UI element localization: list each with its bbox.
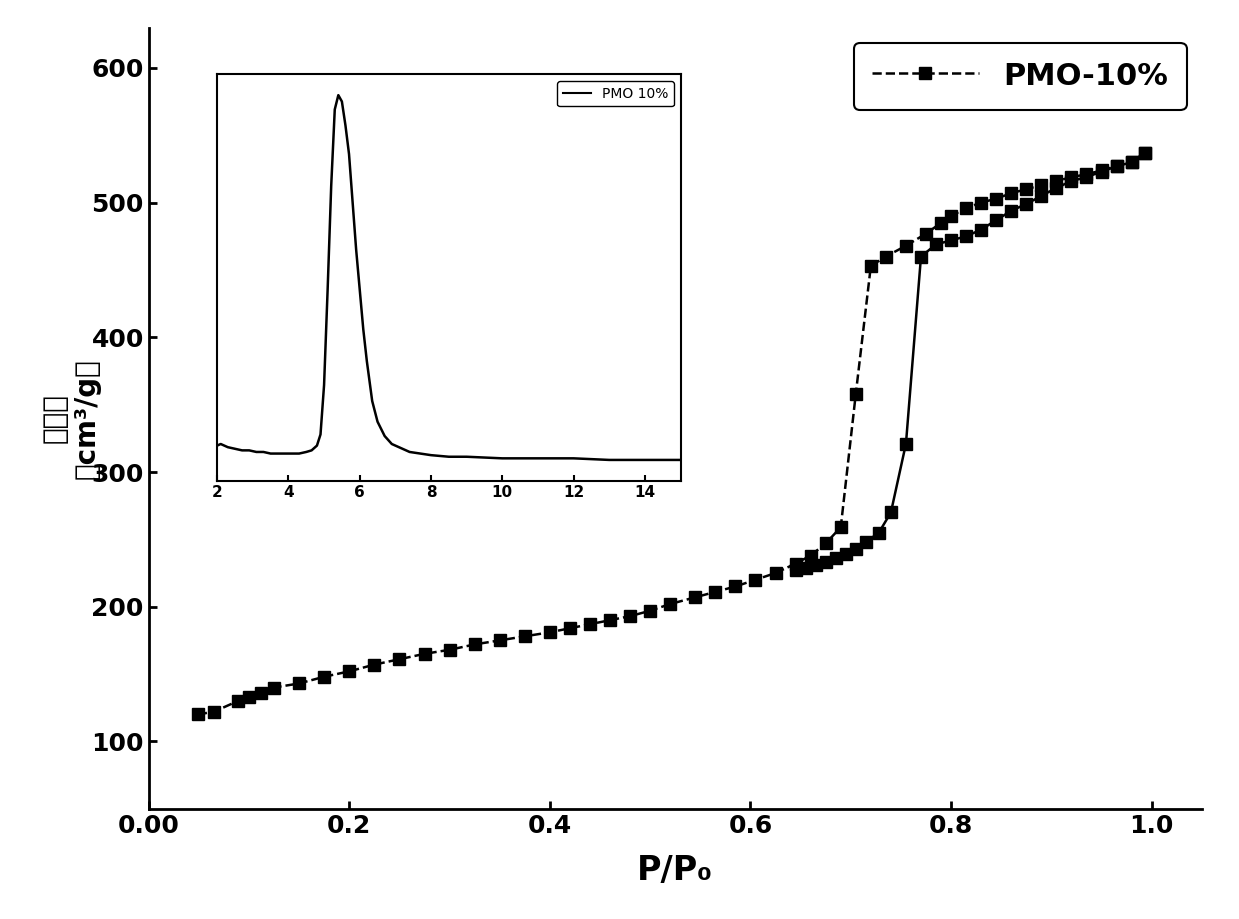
PMO-10% xyxy=(707,586,722,597)
PMO-10% xyxy=(582,618,597,630)
Y-axis label: 吸附量
（cm³/g）: 吸附量 （cm³/g） xyxy=(41,357,100,479)
PMO-10% xyxy=(864,260,878,271)
PMO-10% xyxy=(254,687,269,698)
PMO-10% xyxy=(1137,147,1152,158)
PMO-10% xyxy=(191,709,206,720)
X-axis label: P/P₀: P/P₀ xyxy=(637,855,714,887)
PMO-10% xyxy=(834,522,849,533)
Line: PMO-10%: PMO-10% xyxy=(192,146,1151,720)
Legend: PMO-10%: PMO-10% xyxy=(854,43,1187,109)
PMO-10% xyxy=(1079,169,1094,180)
